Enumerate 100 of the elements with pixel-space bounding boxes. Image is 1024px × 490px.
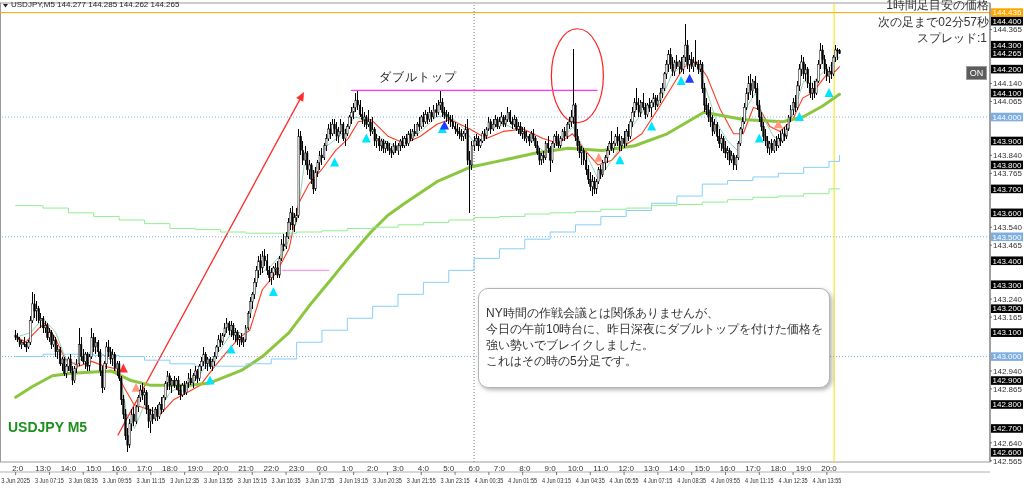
x2-tick-label: 14:0 [60,463,77,473]
point [330,157,340,167]
y2-tick-label: 142.600 [992,448,1022,458]
point [685,73,695,83]
x2-tick-label: 13:0 [35,463,52,473]
y2-tick-label: 143.700 [992,184,1022,194]
x2-tick-label: 11:0 [593,463,609,473]
candlestick [261,250,264,274]
y2-tick-label: 144.200 [992,64,1022,74]
y2-tick-label: 144.300 [992,40,1022,50]
candlestick [170,377,174,394]
x2-tick-label: 14:0 [669,463,686,473]
x2-tick-label: 10:0 [567,463,584,473]
candlestick [527,133,531,147]
annotation: スプレッド:1 [916,31,987,45]
x2-tick-label: 13:0 [643,463,660,473]
y-tick-label: 144.065 [993,97,1023,107]
y2-tick-label: 143.800 [992,160,1022,170]
point [647,121,657,131]
y-tick-label: 143.465 [993,241,1023,250]
point [268,286,278,296]
x2-tick-label: 7:0 [493,463,506,473]
ref-line-label: 144.436 [992,8,1022,18]
x2-tick-label: 6:0 [468,463,481,473]
x2-tick-label: 8:0 [519,463,531,473]
candlestick [396,142,400,156]
y2-tick-label: 144.400 [992,17,1022,27]
y-tick-label: 143.165 [993,312,1023,322]
annotation: 次の足まで02分57秒 [878,15,989,29]
y-tick-label: 142.865 [993,384,1023,394]
x2-tick-label: 16:0 [111,463,128,473]
y2-tick-label: 144.265 [992,49,1022,59]
point [361,133,371,143]
y-tick-label: 142.565 [993,456,1023,466]
y-tick-label: 142.940 [993,366,1023,376]
ref-line-label: 143.500 [992,232,1022,242]
candlestick [620,135,624,152]
y-tick-label: 144.140 [993,79,1023,89]
y2-tick-label: 142.900 [992,376,1022,386]
y-tick-label: 143.240 [993,294,1023,304]
candlestick [544,140,547,161]
annotation: 今日の午前10時台に、昨日深夜にダブルトップを付けた価格を [486,321,825,337]
x2-tick-label: 3:0 [392,463,405,473]
y2-tick-label: 143.400 [992,256,1022,266]
x2-tick-label: 2:0 [367,463,379,473]
x2-tick-label: 17:0 [136,463,153,473]
annotation: USDJPY M5 [8,419,88,435]
point [754,133,764,143]
y2-tick-label: 144.100 [992,88,1022,98]
candlestick [113,351,116,372]
y2-tick-label: 142.800 [992,400,1022,410]
y2-tick-label: 143.200 [992,304,1022,314]
y-tick-label: 143.540 [993,223,1023,233]
candlestick [335,121,338,142]
candlestick [677,59,681,75]
y-tick-label: 143.840 [993,151,1023,161]
point [615,155,625,165]
x2-tick-label: 20:0 [212,463,229,473]
x2-tick-label: 23:0 [288,463,305,473]
x2-tick-label: 20:0 [821,463,838,473]
x2-tick-label: 4:0 [417,463,430,473]
x2-tick-label: 0:0 [316,463,329,473]
annotation: 強い勢いでブレイクしました。 [486,337,655,353]
annotation: これはその時の5分足です。 [486,353,638,369]
x2-tick-label: 12:0 [618,463,635,473]
x2-tick-label: 1:0 [341,463,354,473]
x2-tick-label: 21:0 [238,463,255,473]
y2-tick-label: 143.300 [992,280,1022,290]
point [676,76,686,86]
y2-tick-label: 143.900 [992,136,1022,146]
ref-line-label: 143.000 [992,352,1022,362]
point [131,382,141,392]
x2-tick-label: 15:0 [86,463,103,473]
point [440,120,450,130]
x2-tick-label: 15:0 [694,463,711,473]
x2-tick-label: 9:0 [544,463,557,473]
point [205,375,215,385]
x2-tick-label: 19:0 [187,463,204,473]
x2-tick-label: 18:0 [162,463,179,473]
x2-tick-label: 22:0 [263,463,280,473]
x2-tick-label: 19:0 [795,463,812,473]
point [594,152,604,162]
x2-tick-label: 2:0 [12,463,24,473]
y-tick-label: 144.365 [993,25,1023,35]
series-label: ダブルトップ [378,70,457,85]
y-tick-label: 143.765 [993,169,1023,179]
chart-title: USDJPY,M5 144.277 144.285 144.262 144.265 [11,0,180,10]
x2-tick-label: 16:0 [719,463,736,473]
x2-tick-label: 18:0 [770,463,787,473]
y2-tick-label: 142.700 [992,424,1022,434]
on-button: ON [966,66,987,80]
ref-line-label: 144.000 [992,112,1022,122]
x2-tick-label: 5:0 [443,463,455,473]
annotation: NY時間の作戦会議とは関係ありませんが、 [486,305,720,321]
x2-tick-label: 17:0 [745,463,762,473]
candlestick [20,339,24,350]
y2-tick-label: 143.100 [992,328,1022,338]
y-tick-label: 142.640 [993,438,1023,448]
candlestick [399,138,402,152]
point [824,88,834,98]
